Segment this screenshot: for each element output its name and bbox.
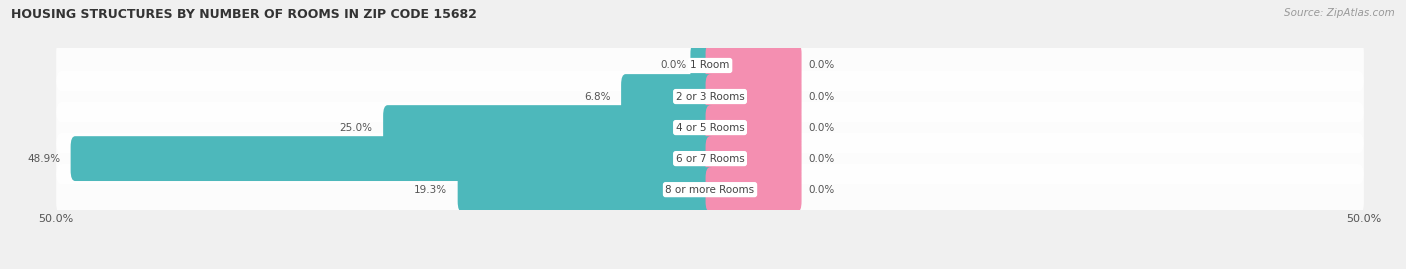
FancyBboxPatch shape [706,167,801,212]
Text: 25.0%: 25.0% [340,123,373,133]
FancyBboxPatch shape [56,40,1364,91]
FancyBboxPatch shape [706,105,801,150]
FancyBboxPatch shape [70,136,714,181]
Text: 6 or 7 Rooms: 6 or 7 Rooms [676,154,744,164]
Text: 0.0%: 0.0% [808,91,834,101]
FancyBboxPatch shape [706,74,801,119]
FancyBboxPatch shape [56,71,1364,122]
Text: 19.3%: 19.3% [415,185,447,195]
Text: 4 or 5 Rooms: 4 or 5 Rooms [676,123,744,133]
FancyBboxPatch shape [621,74,714,119]
Text: 48.9%: 48.9% [27,154,60,164]
Text: 6.8%: 6.8% [583,91,610,101]
Text: 0.0%: 0.0% [808,61,834,70]
Text: 0.0%: 0.0% [808,123,834,133]
FancyBboxPatch shape [56,164,1364,215]
FancyBboxPatch shape [56,133,1364,184]
FancyBboxPatch shape [706,136,801,181]
Text: Source: ZipAtlas.com: Source: ZipAtlas.com [1284,8,1395,18]
FancyBboxPatch shape [690,43,714,88]
FancyBboxPatch shape [56,102,1364,153]
Text: 2 or 3 Rooms: 2 or 3 Rooms [676,91,744,101]
Text: HOUSING STRUCTURES BY NUMBER OF ROOMS IN ZIP CODE 15682: HOUSING STRUCTURES BY NUMBER OF ROOMS IN… [11,8,477,21]
Text: 0.0%: 0.0% [661,61,686,70]
Text: 8 or more Rooms: 8 or more Rooms [665,185,755,195]
Text: 1 Room: 1 Room [690,61,730,70]
FancyBboxPatch shape [458,167,714,212]
FancyBboxPatch shape [382,105,714,150]
FancyBboxPatch shape [706,43,801,88]
Text: 0.0%: 0.0% [808,154,834,164]
Text: 0.0%: 0.0% [808,185,834,195]
